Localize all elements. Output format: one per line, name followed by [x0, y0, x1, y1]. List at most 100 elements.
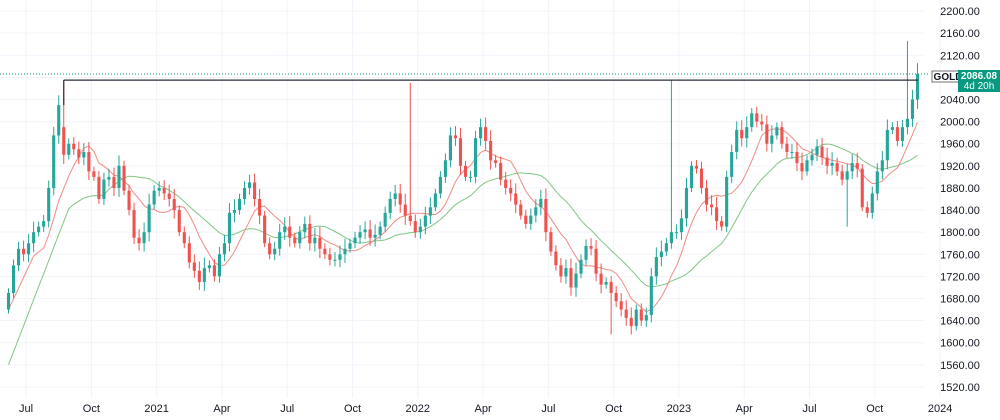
candle — [499, 156, 503, 186]
price-tick-label: 1960.00 — [940, 139, 980, 151]
candle — [248, 174, 252, 195]
candle-body — [674, 232, 678, 234]
candle — [142, 222, 146, 252]
candle-body — [378, 226, 382, 235]
candle — [192, 254, 196, 278]
last-price-label: 2086.08 — [961, 71, 998, 82]
candle — [388, 191, 392, 220]
candle — [468, 170, 473, 183]
candle-body — [915, 74, 920, 100]
candle-body — [102, 179, 106, 199]
candle — [207, 260, 211, 273]
candle — [559, 257, 563, 283]
candle-body — [408, 215, 412, 222]
candle — [278, 224, 282, 256]
candle-body — [383, 212, 387, 227]
candle-body — [830, 163, 834, 166]
candle-body — [684, 187, 689, 219]
candle-body — [278, 232, 282, 249]
price-tick-label: 1800.00 — [940, 227, 980, 239]
candle-body — [453, 135, 458, 139]
candle-body — [92, 171, 96, 177]
candle — [67, 138, 71, 160]
candle — [308, 215, 312, 251]
candle-body — [62, 127, 66, 155]
candle — [313, 228, 317, 252]
candle — [574, 262, 578, 297]
time-tick-label: Jul — [19, 403, 33, 415]
candle-body — [619, 301, 623, 310]
candle — [539, 189, 543, 216]
candle — [649, 267, 653, 323]
candle — [428, 197, 432, 225]
candle — [353, 231, 357, 249]
candle — [242, 181, 247, 205]
candle-body — [47, 187, 51, 222]
time-tick-label: Apr — [213, 403, 230, 415]
candle-body — [800, 163, 804, 172]
candle-body — [634, 309, 638, 327]
candle — [227, 203, 232, 252]
time-tick-label: 2022 — [406, 403, 430, 415]
candle — [599, 263, 603, 294]
candle — [438, 171, 442, 199]
candle-body — [438, 176, 442, 194]
candle-body — [16, 248, 21, 266]
candle-body — [594, 248, 598, 274]
candle — [915, 63, 920, 109]
candle — [810, 148, 814, 166]
candle — [152, 185, 156, 210]
candle-body — [825, 157, 829, 166]
candle-body — [795, 152, 799, 164]
candle-body — [679, 218, 684, 233]
candle-body — [227, 212, 232, 244]
candle — [298, 225, 302, 249]
candle-body — [554, 251, 558, 266]
time-axis[interactable]: Jul Oct 2021 Apr Jul Oct 2022 Apr Jul Oct 2023 Apr J… — [19, 403, 952, 415]
candle-body — [494, 160, 498, 164]
candle-body — [77, 149, 81, 158]
candle-body — [358, 232, 362, 238]
candle-body — [418, 226, 422, 233]
candle-body — [694, 165, 699, 169]
candle-body — [293, 237, 297, 244]
candle — [157, 181, 161, 197]
candle-body — [710, 204, 714, 208]
price-axis[interactable]: 1520.00 1560.00 1600.00 1640.00 1680.00 1720.… — [940, 6, 980, 394]
candle-body — [157, 187, 161, 191]
candle — [293, 232, 297, 248]
ma-slow-layer — [8, 143, 918, 365]
candle-body — [202, 268, 206, 282]
candle-body — [182, 232, 186, 244]
candle — [614, 286, 618, 308]
resistance-line-layer — [0, 73, 930, 106]
candle-body — [639, 309, 643, 321]
candle — [383, 206, 387, 232]
time-tick-label: 2023 — [667, 403, 691, 415]
candle-body — [740, 129, 744, 139]
candle-body — [388, 199, 392, 213]
candle — [579, 254, 583, 279]
candle-body — [805, 160, 809, 172]
candle-body — [343, 248, 347, 255]
candle-body — [318, 237, 322, 249]
candle-body — [715, 207, 719, 222]
candle — [42, 214, 46, 232]
candle-body — [850, 163, 854, 172]
candle-body — [549, 232, 553, 252]
time-tick-label: 2021 — [144, 403, 168, 415]
candle-body — [860, 168, 864, 208]
candle-body — [479, 127, 483, 139]
candle — [669, 80, 673, 249]
candle — [900, 119, 904, 148]
candle-body — [137, 237, 141, 244]
candle-body — [192, 262, 196, 271]
candle — [775, 122, 779, 140]
time-tick-label: Jul — [280, 403, 294, 415]
time-tick-label: Apr — [736, 403, 753, 415]
candle — [107, 168, 111, 187]
candle-body — [207, 265, 211, 269]
candle-body — [52, 135, 56, 188]
candle-body — [468, 176, 473, 178]
